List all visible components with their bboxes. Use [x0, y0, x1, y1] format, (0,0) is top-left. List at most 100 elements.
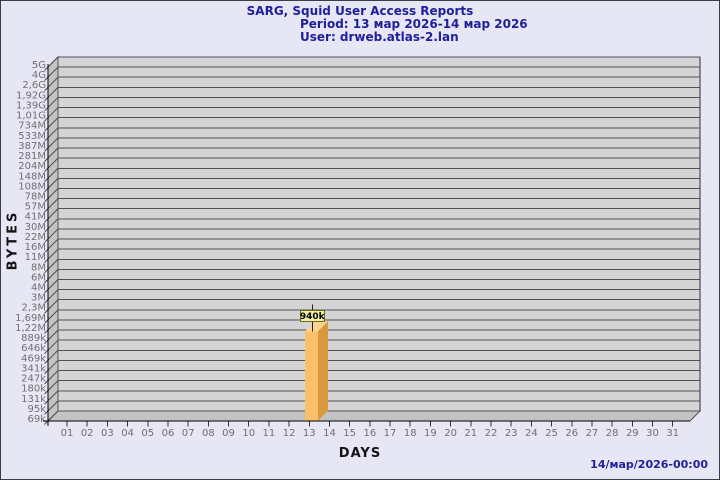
y-tick-label: 4M	[31, 283, 46, 294]
x-axis-title: DAYS	[338, 446, 382, 461]
x-tick-label: 11	[263, 428, 276, 439]
y-tick	[44, 410, 59, 425]
y-tick-label: 11M	[25, 252, 46, 263]
x-tick-label: 17	[384, 428, 397, 439]
x-tick-label: 09	[222, 428, 235, 439]
y-tick	[44, 238, 59, 253]
y-tick	[44, 208, 59, 223]
x-tick-label: 27	[586, 428, 599, 439]
x-tick-label: 22	[485, 428, 498, 439]
x-tick-label: 28	[606, 428, 619, 439]
x-tick-label: 04	[121, 428, 134, 439]
y-tick-label: 1,39G	[16, 100, 46, 111]
value-label-box	[299, 309, 325, 322]
bar-top-face	[304, 321, 328, 332]
x-tick-label: 23	[505, 428, 518, 439]
y-tick-label: 1,22M	[15, 323, 46, 334]
y-tick-label: 1,69M	[15, 313, 46, 324]
y-tick-label: 69k	[27, 414, 46, 425]
y-tick-label: 78M	[25, 191, 46, 202]
x-tick-label: 31	[666, 428, 679, 439]
y-tick	[44, 269, 59, 284]
y-tick	[44, 248, 59, 264]
y-tick	[44, 258, 59, 274]
y-tick	[44, 66, 59, 81]
x-tick-label: 08	[202, 428, 215, 439]
y-tick	[44, 289, 59, 304]
y-tick	[44, 360, 59, 375]
y-tick	[44, 309, 59, 324]
y-tick	[44, 107, 59, 122]
plot-floor	[46, 410, 702, 422]
y-tick-label: 1,92G	[16, 90, 46, 101]
y-tick	[44, 97, 59, 112]
x-tick-label: 29	[626, 428, 639, 439]
y-tick-label: 131k	[21, 394, 46, 405]
x-tick-label: 14	[323, 428, 336, 439]
y-tick	[44, 218, 59, 233]
y-tick	[44, 299, 59, 314]
y-tick	[44, 349, 59, 365]
y-tick-label: 281M	[18, 151, 46, 162]
x-tick-label: 24	[525, 428, 538, 439]
y-tick-label: 6M	[31, 272, 46, 283]
x-tick-label: 25	[545, 428, 558, 439]
y-tick	[44, 117, 59, 132]
y-tick-label: 734M	[18, 121, 46, 132]
y-tick-label: 30M	[25, 222, 46, 233]
y-tick	[44, 329, 59, 344]
report-title: SARG, Squid User Access Reports	[246, 4, 474, 18]
y-tick-label: 2,3M	[21, 303, 46, 314]
plot-area	[57, 56, 701, 412]
x-tick-label: 21	[464, 428, 477, 439]
y-tick	[44, 400, 59, 415]
y-tick	[44, 188, 59, 203]
y-tick	[44, 339, 59, 355]
y-tick	[44, 147, 59, 162]
y-tick-label: 16M	[25, 242, 46, 253]
y-tick-label: 41M	[25, 212, 46, 223]
x-tick-label: 02	[81, 428, 94, 439]
x-tick-label: 05	[141, 428, 154, 439]
x-tick-label: 26	[565, 428, 578, 439]
bar	[304, 331, 318, 421]
y-axis-title: BYTES	[5, 209, 21, 271]
y-tick	[44, 76, 59, 92]
y-tick-label: 889k	[21, 333, 46, 344]
y-tick-label: 5G	[32, 60, 46, 71]
x-tick-label: 30	[646, 428, 659, 439]
y-tick-label: 180k	[21, 384, 46, 395]
y-tick-label: 247k	[21, 374, 46, 385]
y-tick	[44, 319, 59, 334]
y-tick-label: 8M	[31, 262, 46, 273]
x-tick-label: 13	[303, 428, 316, 439]
y-tick	[44, 279, 59, 294]
y-tick-label: 108M	[18, 181, 46, 192]
y-tick-label: 469k	[21, 353, 46, 364]
plot-left-wall	[47, 55, 59, 423]
y-tick-label: 148M	[18, 171, 46, 182]
report-user: User: drweb.atlas-2.lan	[300, 30, 459, 44]
y-tick	[44, 380, 59, 395]
y-tick	[44, 137, 59, 152]
y-tick-label: 387M	[18, 141, 46, 152]
x-tick-label: 12	[283, 428, 296, 439]
x-tick-label: 20	[444, 428, 457, 439]
y-tick	[44, 370, 59, 385]
y-tick-label: 2,6G	[22, 80, 46, 91]
y-tick-label: 1,01G	[16, 111, 46, 122]
x-tick-label: 07	[182, 428, 195, 439]
x-tick-label: 01	[61, 428, 74, 439]
x-tick-label: 19	[424, 428, 437, 439]
x-tick-label: 10	[242, 428, 255, 439]
y-tick	[44, 167, 59, 183]
y-tick-label: 95k	[27, 404, 46, 415]
x-tick-label: 06	[162, 428, 175, 439]
value-label: 940k	[300, 312, 326, 322]
report-timestamp: 14/мар/2026-00:00	[590, 458, 708, 471]
y-tick	[44, 127, 59, 142]
y-tick	[44, 228, 59, 243]
y-tick-label: 341k	[21, 363, 46, 374]
